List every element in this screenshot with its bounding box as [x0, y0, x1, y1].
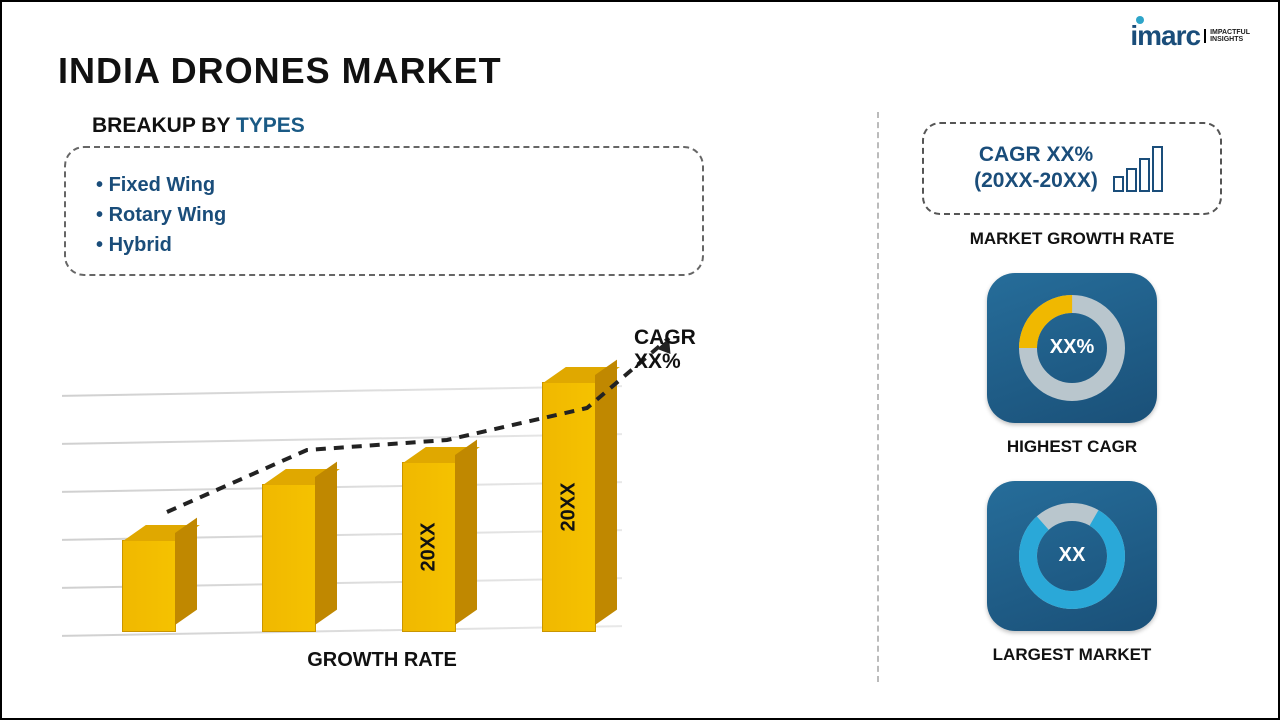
highest-cagr-value: XX%: [1050, 336, 1094, 359]
largest-market-label: LARGEST MARKET: [993, 645, 1152, 665]
largest-market-value: XX: [1059, 544, 1086, 567]
chart-bar: 20XX: [402, 462, 456, 632]
highest-cagr-label: HIGHEST CAGR: [1007, 437, 1137, 457]
page-title: INDIA DRONES MARKET: [58, 50, 502, 92]
largest-market-card: XX: [987, 481, 1157, 631]
type-item: • Rotary Wing: [96, 200, 672, 230]
chart-bar: [122, 540, 176, 632]
chart-bar: [262, 484, 316, 632]
growth-bar-chart: 20XX20XX CAGR XX% GROWTH RATE: [62, 362, 702, 672]
logo-text: imarc: [1130, 20, 1200, 51]
metrics-sidebar: CAGR XX%(20XX-20XX) MARKET GROWTH RATE X…: [912, 122, 1232, 665]
types-list-box: • Fixed Wing • Rotary Wing • Hybrid: [64, 146, 704, 276]
cagr-summary-text: CAGR XX%(20XX-20XX): [974, 142, 1098, 195]
chart-bar: 20XX: [542, 382, 596, 632]
cagr-annotation: CAGR XX%: [634, 326, 702, 374]
cagr-summary-box: CAGR XX%(20XX-20XX): [922, 122, 1222, 215]
breakup-heading: BREAKUP BY TYPES: [92, 114, 305, 138]
brand-logo: imarc IMPACTFULINSIGHTS: [1130, 20, 1250, 52]
bar-chart-icon: [1112, 143, 1170, 193]
chart-x-label: GROWTH RATE: [307, 649, 457, 672]
type-item: • Fixed Wing: [96, 170, 672, 200]
vertical-divider: [877, 112, 879, 682]
logo-tagline: IMPACTFULINSIGHTS: [1204, 29, 1250, 43]
highest-cagr-card: XX%: [987, 273, 1157, 423]
growth-rate-label: MARKET GROWTH RATE: [970, 229, 1175, 249]
type-item: • Hybrid: [96, 230, 672, 260]
